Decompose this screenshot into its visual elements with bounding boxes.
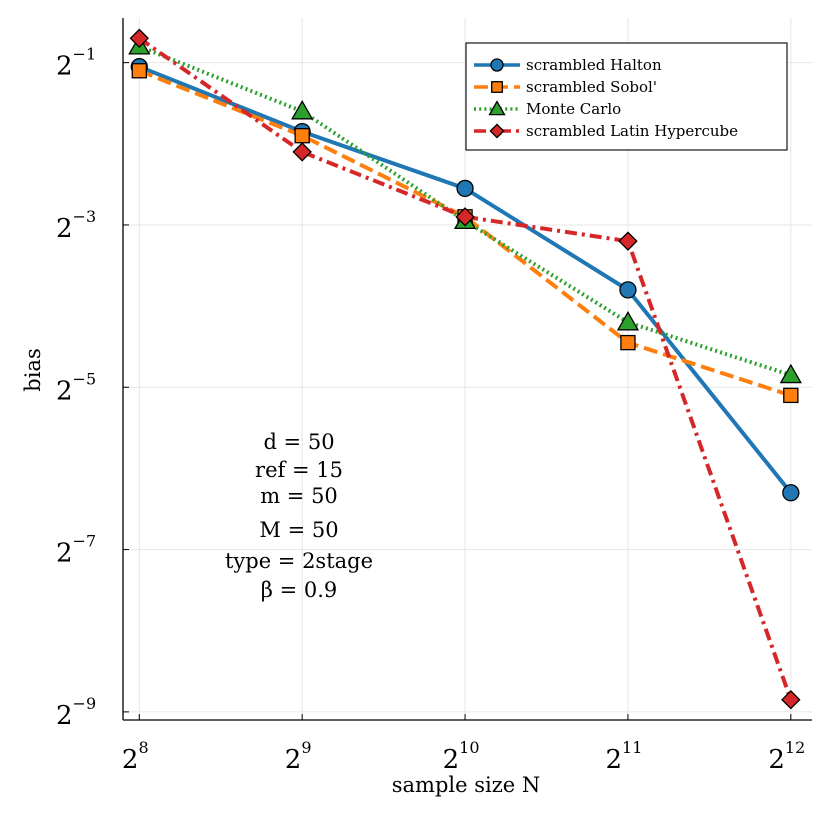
legend-label-monte-carlo: Monte Carlo: [526, 100, 621, 118]
x-tick-label: 28: [122, 738, 149, 775]
data-point-scrambled-sobol: [620, 334, 636, 351]
series-line-scrambled-latin-hypercube: [138, 36, 793, 701]
x-tick-base: 2: [285, 745, 302, 775]
y-axis-title-text: bias: [21, 348, 45, 391]
legend: scrambled Halton scrambled Sobol' Monte Ca…: [465, 42, 788, 151]
data-point-scrambled-halton: [782, 484, 800, 502]
x-tick-base: 2: [443, 745, 460, 775]
x-tick-base: 2: [605, 745, 622, 775]
annotation-line: d = 50: [263, 430, 334, 454]
data-point-monte-carlo: [291, 100, 314, 120]
legend-box: [465, 42, 788, 151]
x-axis-title: sample size N: [392, 773, 541, 797]
y-axis-title: bias: [21, 348, 45, 391]
data-point-scrambled-halton: [619, 281, 637, 299]
axes: [122, 18, 812, 721]
legend-marker-scrambled-latin-hypercube: [489, 123, 505, 139]
x-tick-base: 2: [122, 745, 139, 775]
annotation-line: M = 50: [259, 518, 338, 542]
data-point-scrambled-latin-hypercube: [781, 689, 801, 710]
y-tick-exponent: −1: [73, 45, 97, 64]
annotation-line: m = 50: [260, 484, 338, 508]
legend-label-scrambled-latin-hypercube: scrambled Latin Hypercube: [526, 122, 738, 140]
x-tick-label: 210: [443, 738, 480, 775]
legend-label-scrambled-halton: scrambled Halton: [526, 56, 662, 74]
series-group: [128, 28, 802, 710]
y-ticks: 2−12−32−52−72−9: [56, 45, 129, 731]
x-tick-label: 29: [285, 738, 312, 775]
y-tick-exponent: −7: [73, 532, 97, 551]
data-point-scrambled-sobol: [131, 63, 147, 79]
x-tick-label: 211: [605, 738, 642, 775]
data-point-scrambled-latin-hypercube: [292, 142, 312, 162]
x-tick-exponent: 8: [138, 738, 148, 757]
legend-marker-monte-carlo: [488, 100, 506, 116]
data-point-scrambled-latin-hypercube: [455, 207, 475, 227]
y-tick-exponent: −3: [73, 207, 97, 226]
y-tick-label: 2−5: [56, 369, 96, 406]
data-point-scrambled-sobol: [294, 127, 310, 144]
annotation-line: β = 0.9: [261, 578, 337, 602]
x-tick-exponent: 9: [301, 738, 311, 757]
x-tick-label: 212: [768, 738, 805, 775]
y-tick-base: 2: [56, 214, 73, 244]
x-tick-exponent: 10: [459, 738, 479, 757]
x-tick-base: 2: [768, 745, 785, 775]
data-point-scrambled-latin-hypercube: [618, 231, 638, 251]
series-line-scrambled-sobol: [138, 68, 792, 398]
series-scrambled-latin-hypercube: [129, 28, 801, 710]
data-point-monte-carlo: [616, 311, 640, 331]
x-ticks: 28 29 210 211 212: [122, 714, 805, 775]
x-tick-exponent: 12: [785, 738, 805, 757]
y-tick-exponent: −5: [73, 369, 97, 388]
series-line-monte-carlo: [138, 44, 792, 377]
legend-marker-scrambled-halton: [490, 58, 504, 72]
legend-marker-scrambled-sobol: [491, 81, 503, 93]
data-point-scrambled-halton: [456, 179, 474, 198]
annotation-line: type = 2stage: [225, 549, 373, 573]
y-tick-label: 2−3: [56, 207, 96, 244]
data-point-scrambled-latin-hypercube: [129, 28, 150, 49]
data-point-monte-carlo: [779, 363, 802, 384]
y-tick-label: 2−1: [56, 45, 96, 82]
annotation-block: d = 50 ref = 15m = 50 M = 50 type = 2stage β…: [225, 430, 373, 602]
y-tick-base: 2: [56, 539, 73, 569]
y-tick-exponent: −9: [73, 694, 97, 713]
x-tick-exponent: 11: [622, 738, 642, 757]
annotation-line: ref = 15: [255, 458, 343, 482]
y-tick-base: 2: [56, 376, 73, 406]
y-tick-base: 2: [56, 52, 73, 82]
data-point-scrambled-sobol: [783, 387, 799, 404]
y-tick-label: 2−7: [56, 532, 96, 569]
legend-label-scrambled-sobol: scrambled Sobol': [526, 78, 657, 96]
x-axis-title-text: sample size N: [392, 773, 541, 797]
y-tick-label: 2−9: [56, 694, 96, 731]
y-tick-base: 2: [56, 701, 73, 731]
